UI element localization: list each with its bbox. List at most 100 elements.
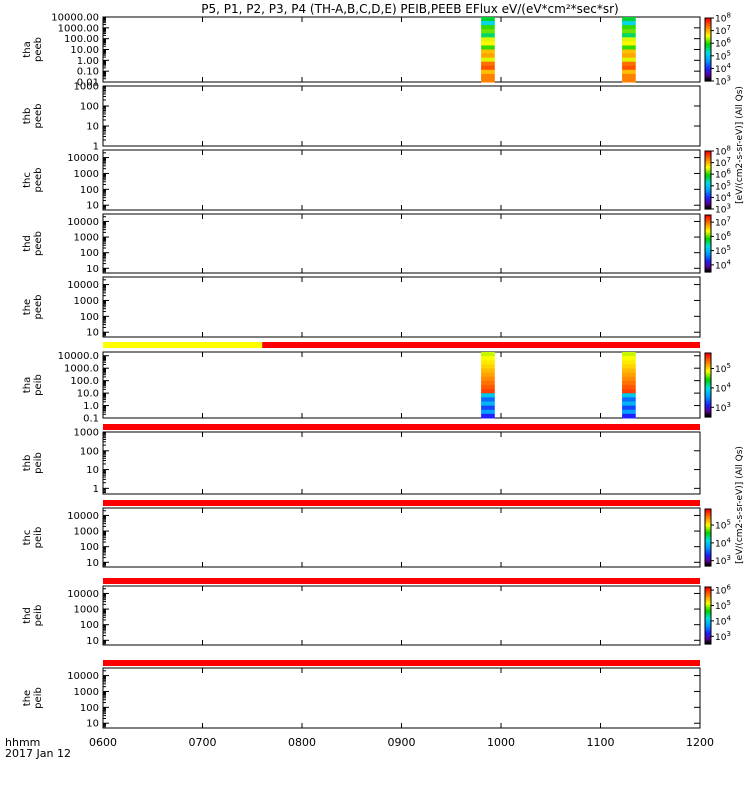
panel-the_peeb-label: thepeeb xyxy=(22,295,44,320)
panel-the_peib-ytick-label-3: 10 xyxy=(86,719,99,730)
colorbar-thd_peib-cell xyxy=(705,591,711,594)
colorbar-thc_peib-cell xyxy=(705,533,711,536)
panel-thb_peib-label: thbpeib xyxy=(22,452,44,474)
panel-tha_peeb-cell xyxy=(481,21,495,26)
colorbar-thc_peeb-cell xyxy=(705,184,711,187)
colorbar-thd_peeb-cell xyxy=(705,229,711,232)
colorbar-tha_peeb-cell xyxy=(705,65,711,68)
panel-tha_peib-cell xyxy=(622,380,636,386)
colorbar-tha_peib-cell xyxy=(705,394,711,397)
colorbar-thc_peib-cell xyxy=(705,547,711,550)
colorbar-tha_peeb-cell xyxy=(705,69,711,73)
status-bar-4-seg-0 xyxy=(103,660,700,666)
panel-thb_peib-ytick-label-1: 100 xyxy=(80,446,99,457)
panel-tha_peeb-cell xyxy=(622,29,636,34)
colorbar-thd_peib-cell xyxy=(705,599,711,602)
panel-tha_peeb-cell xyxy=(481,73,495,79)
panel-tha_peeb-cell xyxy=(481,37,495,42)
panel-tha_peeb-cell xyxy=(481,57,495,63)
colorbar-tha_peeb-cell xyxy=(705,76,711,79)
panel-the_peeb-ytick-label-1: 1000 xyxy=(74,296,99,307)
colorbar-tha_peeb-tick-label-4: 104 xyxy=(715,62,731,75)
panel-thd_peeb-label: thdpeeb xyxy=(22,231,44,256)
colorbar-thc_peeb-cell xyxy=(705,206,711,209)
colorbar-thc_peib-cell xyxy=(705,517,711,520)
colorbar-thd_peeb-tick-label-1: 106 xyxy=(715,230,731,243)
colorbar-thc_peeb-tick-label-5: 103 xyxy=(715,203,731,216)
colorbar-thd_peib-cell xyxy=(705,594,711,597)
colorbar-thc_peeb-cell xyxy=(705,161,711,164)
colorbar-tha_peib-cell xyxy=(705,404,711,407)
panel-thc_peeb-ytick-label-3: 10 xyxy=(86,201,99,212)
colorbar-thd_peeb-cell xyxy=(705,257,711,260)
colorbar-thc_peib-cell xyxy=(705,548,711,551)
colorbar-thc_peib-cell xyxy=(705,509,711,512)
panel-tha_peeb-cell xyxy=(622,73,636,79)
colorbar-tha_peib-cell xyxy=(705,405,711,408)
colorbar-tha_peeb-cell xyxy=(705,29,711,32)
colorbar-thc_peeb-cell xyxy=(705,164,711,167)
panel-tha_peeb-cell xyxy=(481,61,495,67)
colorbar-tha_peeb-cell xyxy=(705,22,711,25)
colorbar-tha_peeb-cell xyxy=(705,60,711,63)
colorbar-thc_peeb-cell xyxy=(705,165,711,168)
colorbar-thc_peeb-cell xyxy=(705,153,711,156)
panel-tha_peeb xyxy=(102,16,701,83)
panel-thb_peib-ytick-label-3: 1 xyxy=(93,484,99,495)
colorbar-thc_peib-cell xyxy=(705,513,711,516)
colorbar-tha_peib-cell xyxy=(705,372,711,375)
colorbar-tha_peib-tick-label-0: 105 xyxy=(715,362,731,375)
colorbar-tha_peib-cell xyxy=(705,412,711,415)
panel-tha_peeb-ytick-label-6: 0.01 xyxy=(77,78,99,89)
x-tick-label-3: 0900 xyxy=(388,736,416,749)
panel-tha_peeb-cell xyxy=(622,65,636,71)
colorbar-thc_peib xyxy=(704,508,712,567)
colorbar-thc_peib-cell xyxy=(705,557,711,560)
panel-tha_peeb-cell xyxy=(481,17,495,22)
colorbar-thc_peeb-cell xyxy=(705,185,711,188)
panel-thd_peib-ytick-label-0: 10000 xyxy=(67,589,99,600)
chart-title: P5, P1, P2, P3, P4 (TH-A,B,C,D,E) PEIB,P… xyxy=(201,2,619,16)
colorbar-tha_peeb-tick-label-2: 106 xyxy=(715,37,731,50)
panel-tha_peeb-cell xyxy=(622,21,636,26)
colorbar-thc_peib-cell xyxy=(705,526,711,529)
colorbar-thc_peib-cell xyxy=(705,510,711,513)
colorbar-thd_peeb-cell xyxy=(705,260,711,263)
colorbar-tha_peeb-cell xyxy=(705,73,711,76)
status-bar-0-seg-0 xyxy=(103,342,263,348)
colorbar-thd_peib-cell xyxy=(705,634,711,637)
panel-tha_peeb-cell xyxy=(622,53,636,59)
colorbar-thd_peeb-cell xyxy=(705,217,711,220)
date-label: 2017 Jan 12 xyxy=(5,747,71,760)
panel-tha_peeb-cell xyxy=(622,37,636,42)
colorbar-thc_peeb-cell xyxy=(705,159,711,162)
colorbar-thc_peib-cell xyxy=(705,558,711,561)
colorbar-tha_peib-tick-label-2: 103 xyxy=(715,401,731,414)
panel-tha_peeb-ytick-label-4: 1.00 xyxy=(77,56,99,67)
colorbar-thc_peib-cell xyxy=(705,514,711,517)
panel-tha_peib-cell xyxy=(622,413,636,419)
colorbar-tha_peib-cell xyxy=(705,378,711,381)
colorbar-thd_peeb-cell xyxy=(705,239,711,242)
panel-tha_peeb-ytick-label-5: 0.10 xyxy=(77,67,99,78)
panel-tha_peib-ytick-label-3: 10.0 xyxy=(77,389,99,400)
panel-tha_peib xyxy=(102,351,701,419)
colorbar-thc_peeb-cell xyxy=(705,191,711,194)
panel-tha_peib-ytick-label-4: 1.0 xyxy=(83,401,99,412)
panel-tha_peib-cell xyxy=(481,364,495,369)
colorbar-tha_peeb-cell xyxy=(705,71,711,74)
colorbar-thd_peeb-cell xyxy=(705,226,711,229)
colorbar-tha_peeb-tick-label-3: 105 xyxy=(715,49,731,62)
colorbar-thd_peib-tick-label-1: 105 xyxy=(715,599,731,612)
panel-tha_peeb-cell xyxy=(481,29,495,34)
colorbar-thc_peeb-cell xyxy=(705,168,711,171)
colorbar-tha_peeb-tick-label-5: 103 xyxy=(715,75,731,88)
colorbar-thd_peeb-cell xyxy=(705,243,711,246)
colorbar-thd_peeb-cell xyxy=(705,223,711,226)
colorbar-tha_peeb-cell xyxy=(705,58,711,62)
colorbar-thc_peeb xyxy=(704,150,712,210)
colorbar-tha_peib-cell xyxy=(705,377,711,380)
colorbar-thd_peib-cell xyxy=(705,588,711,591)
colorbar-thd_peib-cell xyxy=(705,638,711,641)
colorbar-thd_peib-cell xyxy=(705,601,711,604)
